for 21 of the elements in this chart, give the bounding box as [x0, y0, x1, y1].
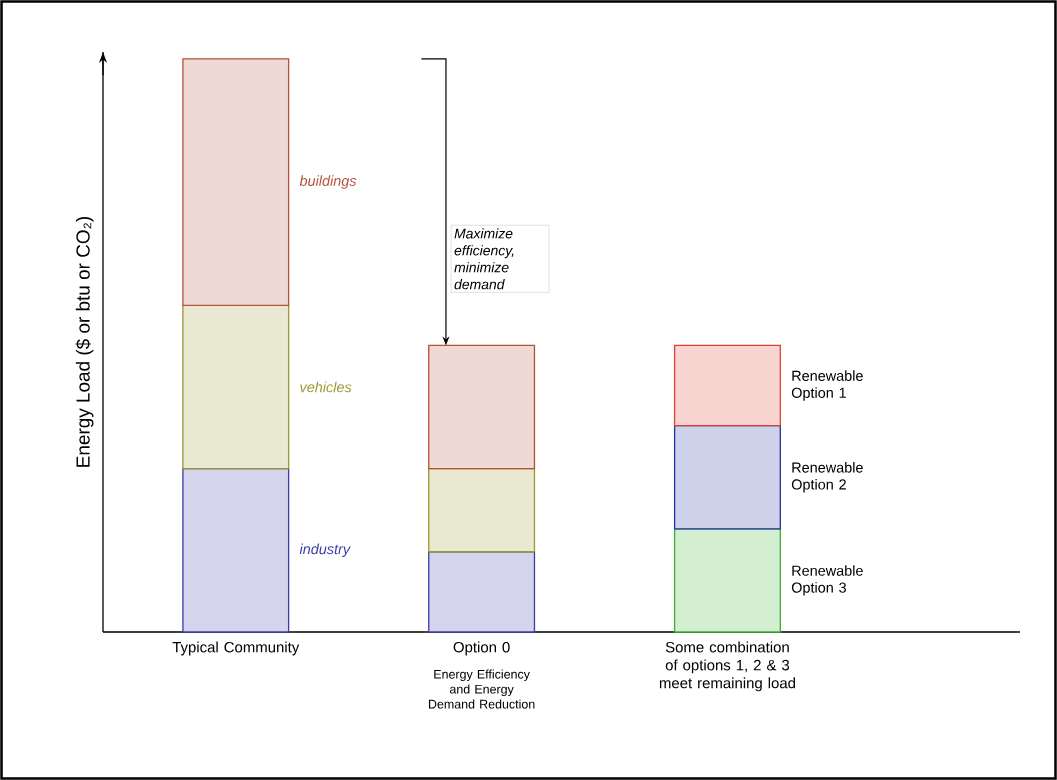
series-label: industry	[299, 543, 351, 558]
series-label: vehicles	[300, 381, 352, 393]
series-label: buildings	[299, 175, 357, 189]
bar	[673, 528, 781, 633]
series-label: Renewable Option 3	[791, 565, 863, 596]
series-label: Renewable Option 2	[791, 462, 863, 493]
bar	[182, 468, 290, 633]
x-tick-label: Option 0	[453, 641, 510, 656]
x-tick-label: Typical Community	[172, 641, 300, 656]
annotation: Maximize efficiency, minimize demand	[454, 228, 514, 290]
bar	[673, 425, 781, 530]
bar	[428, 551, 536, 633]
bar	[182, 58, 290, 306]
bar	[182, 304, 290, 470]
bar	[428, 468, 536, 553]
bar	[673, 344, 781, 427]
y-axis-title: Energy Load ($ or btu or CO₂)	[75, 216, 94, 467]
bar	[428, 344, 536, 470]
text: Energy Efficiency and Energy Demand Reduction	[428, 669, 535, 709]
x-tick-label: Some combination of options 1, 2 & 3 meet remaining load	[659, 641, 795, 692]
series-label: Renewable Option 1	[791, 370, 863, 401]
